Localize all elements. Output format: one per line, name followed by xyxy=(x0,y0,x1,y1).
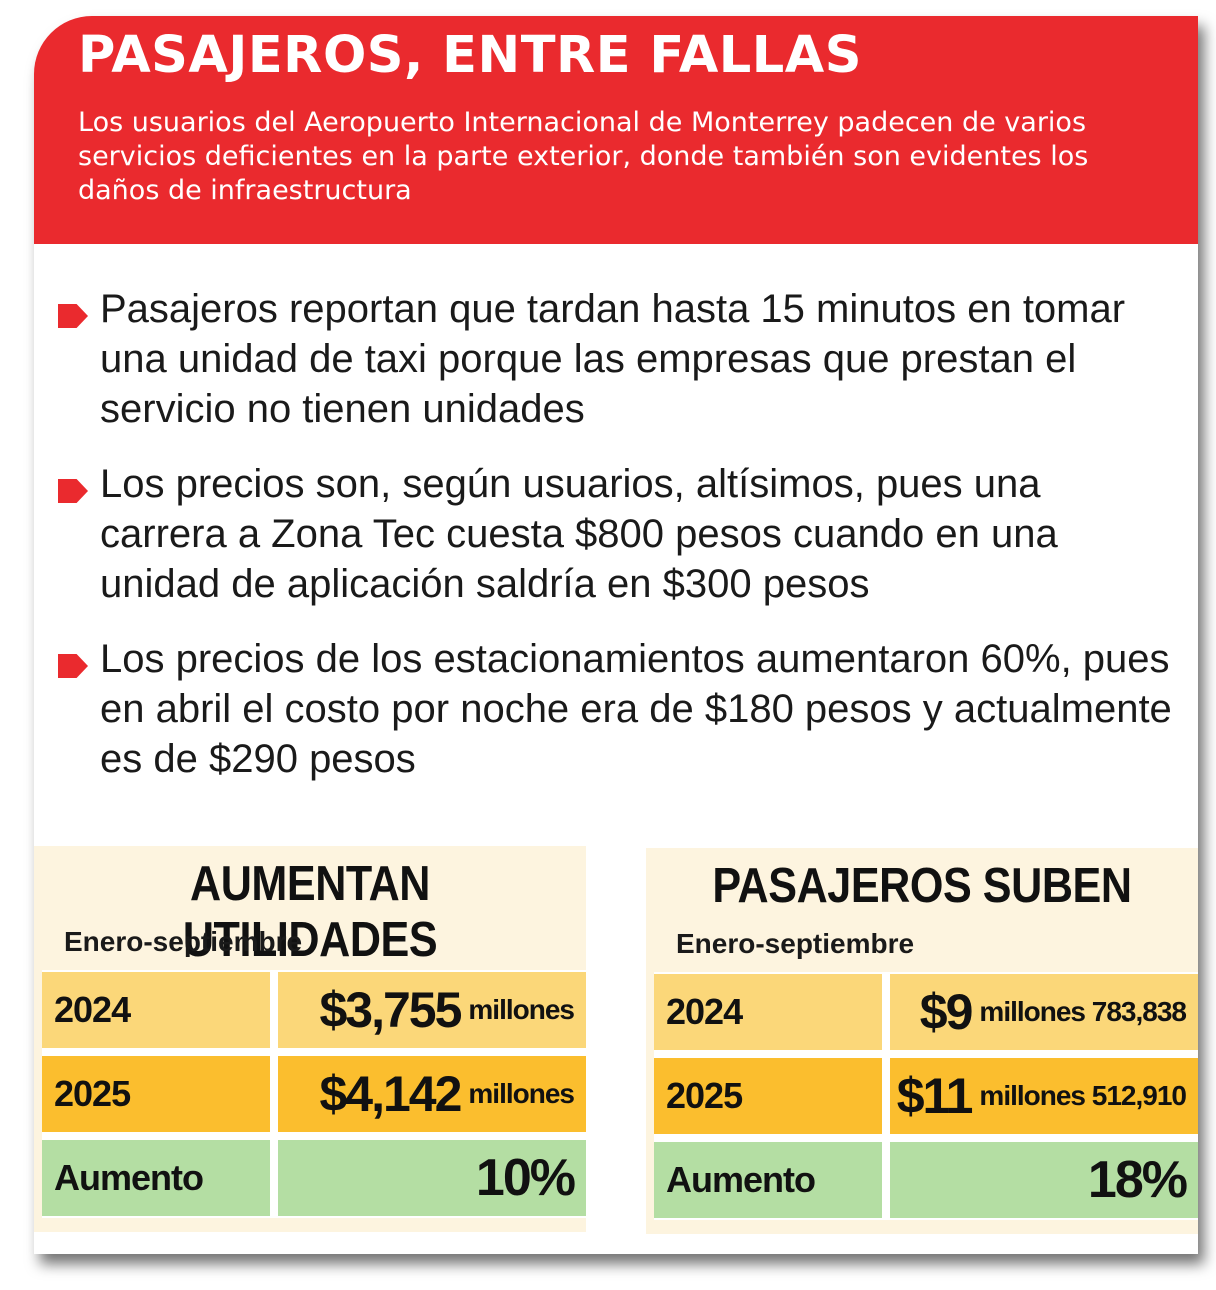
infographic-card: PASAJEROS, ENTRE FALLAS Los usuarios del… xyxy=(34,16,1198,1254)
utilidades-title: AUMENTAN UTILIDADES xyxy=(182,857,438,967)
value-amount: $9 xyxy=(919,984,974,1040)
value-amount: $4,142 xyxy=(319,1066,462,1122)
row-value: $9 millones 783,838 xyxy=(890,974,1198,1050)
row-label: 2025 xyxy=(654,1058,882,1134)
bullet-item: Pasajeros reportan que tardan hasta 15 m… xyxy=(54,284,1174,434)
bullet-text: Los precios son, según usuarios, altísim… xyxy=(100,462,1058,606)
utilidades-panel: AUMENTAN UTILIDADES Enero-septiembre 202… xyxy=(34,846,586,1232)
value-amount: $11 xyxy=(896,1068,974,1124)
arrow-bullet-icon xyxy=(58,304,88,328)
row-label: Aumento xyxy=(42,1140,270,1216)
bullet-item: Los precios son, según usuarios, altísim… xyxy=(54,459,1174,609)
row-label: 2024 xyxy=(654,974,882,1050)
table-row: 2025 $11 millones 512,910 xyxy=(654,1058,1198,1134)
row-label: 2025 xyxy=(42,1056,270,1132)
arrow-bullet-icon xyxy=(58,479,88,503)
value-unit: millones 783,838 xyxy=(979,996,1187,1027)
table-row: 2024 $3,755 millones xyxy=(42,972,586,1048)
header-banner: PASAJEROS, ENTRE FALLAS Los usuarios del… xyxy=(34,16,1198,244)
row-value: 10% xyxy=(278,1140,586,1216)
table-row: 2024 $9 millones 783,838 xyxy=(654,974,1198,1050)
value-unit: millones xyxy=(468,1078,575,1109)
table-row: Aumento 18% xyxy=(654,1142,1198,1218)
headline: PASAJEROS, ENTRE FALLAS xyxy=(78,26,862,85)
table-row: Aumento 10% xyxy=(42,1140,586,1216)
bullet-text: Pasajeros reportan que tardan hasta 15 m… xyxy=(100,287,1126,431)
bullet-text: Los precios de los estacionamientos aume… xyxy=(100,637,1172,781)
value-percent: 18% xyxy=(1087,1151,1188,1209)
pasajeros-panel: PASAJEROS SUBEN Enero-septiembre 2024 $9… xyxy=(646,848,1198,1234)
value-percent: 10% xyxy=(475,1149,576,1207)
utilidades-table: 2024 $3,755 millones 2025 $4,142 millone… xyxy=(42,970,586,1218)
row-value: $4,142 millones xyxy=(278,1056,586,1132)
bullet-item: Los precios de los estacionamientos aume… xyxy=(54,634,1174,784)
row-label: 2024 xyxy=(42,972,270,1048)
row-label: Aumento xyxy=(654,1142,882,1218)
table-row: 2025 $4,142 millones xyxy=(42,1056,586,1132)
value-amount: $3,755 xyxy=(319,982,462,1038)
row-value: 18% xyxy=(890,1142,1198,1218)
arrow-bullet-icon xyxy=(58,654,88,678)
row-value: $11 millones 512,910 xyxy=(890,1058,1198,1134)
row-value: $3,755 millones xyxy=(278,972,586,1048)
header-subtitle: Los usuarios del Aeropuerto Internaciona… xyxy=(78,107,1089,206)
pasajeros-title: PASAJEROS SUBEN xyxy=(712,859,1132,913)
bullet-list: Pasajeros reportan que tardan hasta 15 m… xyxy=(54,284,1174,809)
pasajeros-period: Enero-septiembre xyxy=(676,928,915,959)
value-unit: millones xyxy=(468,994,575,1025)
utilidades-period: Enero-septiembre xyxy=(64,926,303,957)
value-unit: millones 512,910 xyxy=(979,1080,1187,1111)
pasajeros-table: 2024 $9 millones 783,838 2025 $11 millon… xyxy=(654,972,1198,1220)
